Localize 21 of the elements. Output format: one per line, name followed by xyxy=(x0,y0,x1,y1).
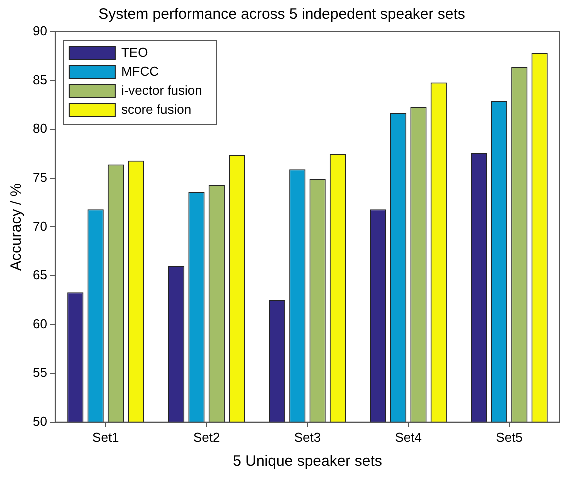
chart-title: System performance across 5 indepedent speaker sets xyxy=(98,6,466,24)
y-tick-label: 60 xyxy=(32,316,48,332)
y-tick-label: 90 xyxy=(32,24,48,39)
y-tick-label: 70 xyxy=(32,218,48,234)
y-tick-label: 65 xyxy=(32,268,48,283)
y-tick-label: 80 xyxy=(32,121,48,136)
x-tick-label: Set4 xyxy=(395,430,422,445)
y-tick-label: 50 xyxy=(32,414,48,429)
y-axis-title: Accuracy / % xyxy=(8,183,26,271)
legend-label: TEO xyxy=(121,45,148,60)
y-tick-label: 75 xyxy=(32,170,48,185)
x-tick-label: Set1 xyxy=(92,430,120,445)
x-tick-label: Set5 xyxy=(496,430,523,445)
x-tick-label: Set2 xyxy=(193,430,220,445)
y-tick-label: 85 xyxy=(32,72,48,88)
x-tick-label: Set3 xyxy=(294,430,322,445)
x-axis-title: 5 Unique speaker sets xyxy=(233,453,382,470)
legend-label: MFCC xyxy=(121,64,160,80)
legend-label: i-vector fusion xyxy=(121,83,202,98)
legend-label: score fusion xyxy=(121,102,192,118)
y-tick-label: 55 xyxy=(32,365,48,380)
